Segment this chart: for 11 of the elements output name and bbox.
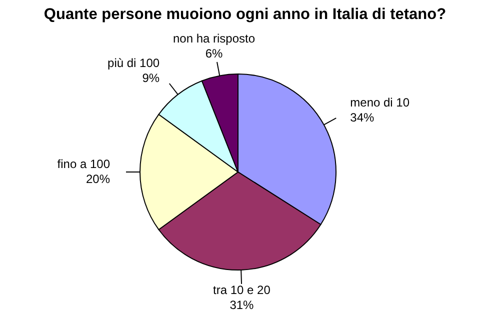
slice-label: meno di 10 <box>350 95 410 110</box>
slice-label: più di 100 <box>108 56 160 70</box>
data-label: 9% <box>142 70 160 85</box>
data-label: 34% <box>350 110 375 124</box>
chart-title: Quante persone muoiono ogni anno in Italia di tetano? <box>44 6 446 23</box>
data-label: 31% <box>230 298 254 312</box>
slice-label: non ha risposto <box>172 31 256 46</box>
data-label: 6% <box>205 46 224 60</box>
data-label: 20% <box>86 172 110 186</box>
slice-label: tra 10 e 20 <box>213 282 271 297</box>
legend-label: fino a 100 <box>57 157 110 171</box>
